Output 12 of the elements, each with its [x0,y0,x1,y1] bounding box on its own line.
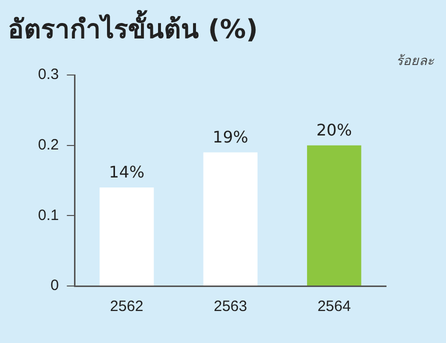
data-label: 19% [212,128,248,147]
x-tick-label: 2563 [214,298,248,316]
y-tick-label: 0 [50,277,59,294]
chart-title: อัตรากำไรขั้นต้น (%) [8,9,258,47]
data-label: 20% [316,120,352,140]
y-tick-label: 0.2 [38,136,59,154]
x-tick-label: 2562 [110,298,144,316]
y-tick-label: 0.1 [38,206,59,224]
y-tick-label: 0.3 [38,66,59,84]
data-label: 14% [108,162,144,182]
y-axis-title: ร้อยละ [396,53,434,71]
x-tick-label: 2564 [317,298,351,316]
